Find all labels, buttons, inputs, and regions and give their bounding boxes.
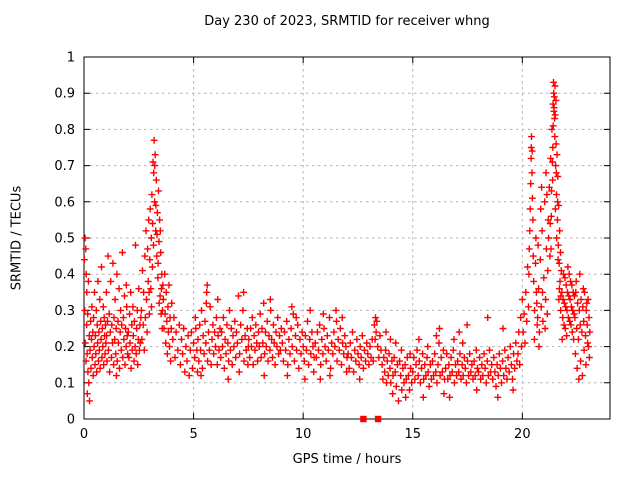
chart-title: Day 230 of 2023, SRMTID for receiver whn… <box>204 14 490 29</box>
y-tick-label: 0.4 <box>54 268 75 283</box>
y-tick-label: 0 <box>67 413 75 428</box>
x-tick-label: 0 <box>80 427 88 442</box>
y-tick-label: 0.8 <box>54 123 75 138</box>
y-tick-label: 0.5 <box>54 232 75 247</box>
x-tick-label: 5 <box>189 427 197 442</box>
x-tick-label: 10 <box>295 427 312 442</box>
tick-labels: 0 5 10 15 20 0 0.1 0.2 0.3 0.4 0.5 0.6 0.7 0.8 0.9 1 <box>54 51 530 443</box>
x-tick-label: 20 <box>514 427 531 442</box>
gridlines <box>84 57 610 419</box>
square-marker <box>360 415 367 423</box>
y-tick-label: 0.2 <box>54 340 75 355</box>
x-tick-label: 15 <box>404 427 421 442</box>
x-axis-label: GPS time / hours <box>292 452 402 467</box>
y-tick-label: 0.1 <box>54 376 75 391</box>
y-tick-label: 0.3 <box>54 304 75 319</box>
square-marker <box>374 415 382 423</box>
y-tick-label: 1 <box>67 51 75 66</box>
y-tick-label: 0.9 <box>54 87 75 102</box>
y-tick-label: 0.6 <box>54 195 75 210</box>
data-points-SRMTID <box>81 78 594 405</box>
y-tick-label: 0.7 <box>54 159 75 174</box>
data-points-zero-value-flags <box>360 415 382 423</box>
